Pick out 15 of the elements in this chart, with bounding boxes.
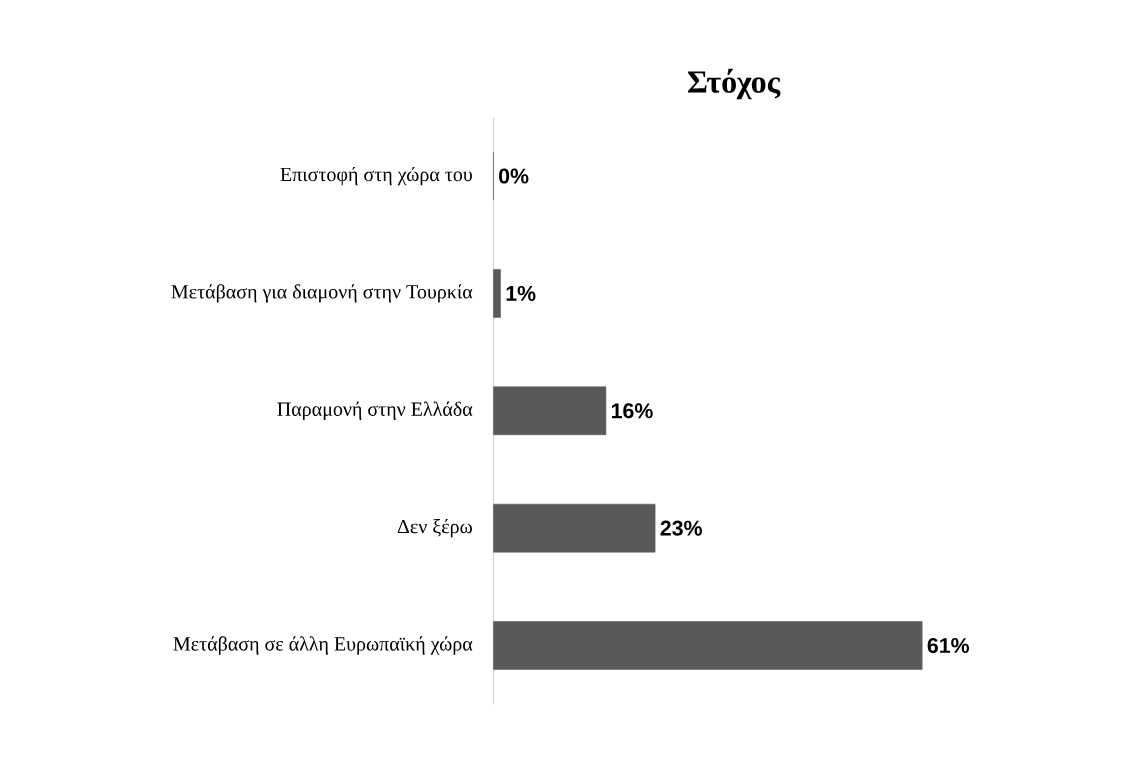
y-tick-label: Μετάβαση για διαμονή στην Τουρκία [171, 284, 473, 303]
data-label: 0% [499, 168, 529, 184]
y-tick-label: Επιστοφή στη χώρα του [280, 166, 472, 186]
y-tick-label: Δεν ξέρω [397, 518, 472, 538]
data-label: 23% [660, 520, 702, 536]
bar [493, 386, 607, 435]
chart-title: Στόχος [688, 68, 781, 100]
data-label: 1% [506, 285, 536, 301]
data-label: 16% [611, 403, 653, 419]
data-label: 61% [927, 637, 970, 653]
bar [493, 621, 923, 670]
bar [493, 503, 656, 553]
bar [493, 269, 501, 318]
y-tick-label: Παραμονή στην Ελλάδα [277, 401, 473, 420]
y-tick-label: Μετάβαση σε άλλη Ευρωπαϊκή χώρα [173, 636, 473, 655]
